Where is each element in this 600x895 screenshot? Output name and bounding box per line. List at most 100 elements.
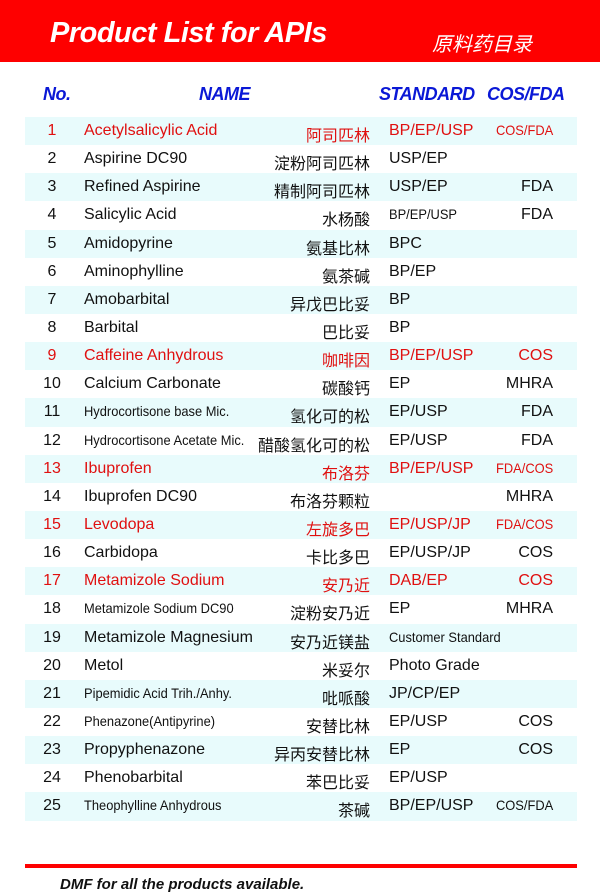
product-name: Acetylsalicylic Acid — [84, 122, 218, 139]
product-cos-fda: COS — [518, 741, 553, 759]
page-title: Product List for APIs — [50, 17, 327, 49]
product-cos-fda: FDA — [521, 431, 553, 449]
product-name-chinese: 茶碱 — [337, 803, 370, 821]
product-standard: BP/EP/USP — [389, 122, 474, 139]
footer-divider — [25, 864, 577, 868]
product-name: Calcium Carbonate — [84, 375, 221, 393]
product-name-chinese: 精制阿司匹林 — [273, 184, 370, 202]
product-name-chinese: 安乃近 — [321, 578, 370, 596]
table-row: 12 Hydrocortisone Acetate Mic. 醋酸氢化可的松 EP/U… — [25, 427, 577, 455]
product-number: 19 — [43, 628, 61, 646]
product-name-chinese: 淀粉安乃近 — [289, 606, 370, 624]
product-name: Metol — [84, 656, 124, 674]
product-standard: JP/CP/EP — [389, 684, 461, 702]
product-name: Amobarbital — [84, 290, 170, 308]
table-row: 22 Phenazone(Antipyrine) 安替比林 EP/USP COS — [25, 708, 577, 736]
product-name-chinese: 咖啡因 — [321, 353, 370, 371]
product-name-chinese: 布洛芬颗粒 — [289, 493, 370, 511]
product-number: 4 — [47, 206, 57, 224]
product-cos-fda: COS/FDA — [495, 122, 553, 138]
product-number: 25 — [43, 797, 61, 815]
table-row: 20 Metol 米妥尔 Photo Grade — [25, 652, 577, 680]
product-standard: BP/EP/USP — [389, 797, 474, 815]
product-standard: BP/EP/USP — [389, 459, 474, 477]
product-cos-fda: MHRA — [505, 375, 553, 393]
table-row: 16 Carbidopa 卡比多巴 EP/USP/JP COS — [25, 539, 577, 567]
table-row: 25 Theophylline Anhydrous 茶碱 BP/EP/USP COS/F… — [25, 792, 577, 821]
product-standard: EP/USP — [389, 769, 448, 787]
product-name-chinese: 卡比多巴 — [305, 550, 370, 568]
product-standard: BP — [389, 290, 411, 308]
product-name: Hydrocortisone Acetate Mic. — [84, 431, 245, 448]
product-table: 1 Acetylsalicylic Acid 阿司匹林 BP/EP/USP COS/FD… — [25, 117, 577, 821]
product-number: 20 — [43, 656, 61, 674]
column-header-no: No. — [43, 84, 71, 104]
product-number: 1 — [47, 122, 57, 139]
product-number: 10 — [43, 375, 61, 393]
column-header-name: NAME — [199, 84, 251, 104]
product-name: Metamizole Sodium DC90 — [84, 600, 234, 617]
table-row: 13 Ibuprofen 布洛芬 BP/EP/USP FDA/COS — [25, 454, 577, 483]
product-cos-fda: MHRA — [505, 600, 553, 618]
table-row: 1 Acetylsalicylic Acid 阿司匹林 BP/EP/USP COS/FD… — [25, 117, 577, 146]
table-row: 17 Metamizole Sodium 安乃近 DAB/EP COS — [25, 567, 577, 596]
table-row: 6 Aminophylline 氨茶碱 BP/EP — [25, 258, 577, 286]
page-title-chinese: 原料药目录 — [432, 34, 532, 56]
product-cos-fda: FDA/COS — [495, 459, 553, 476]
product-name-chinese: 吡哌酸 — [321, 690, 370, 708]
table-row: 14 Ibuprofen DC90 布洛芬颗粒 MHRA — [25, 483, 577, 511]
product-name: Levodopa — [84, 515, 155, 533]
product-standard: USP/EP — [389, 150, 448, 168]
table-row: 10 Calcium Carbonate 碳酸钙 EP MHRA — [25, 370, 577, 398]
product-cos-fda: COS — [518, 544, 553, 562]
product-name-chinese: 米妥尔 — [321, 662, 370, 680]
product-name-chinese: 碳酸钙 — [321, 381, 370, 399]
product-number: 9 — [47, 347, 57, 365]
product-name-chinese: 氨茶碱 — [321, 268, 370, 286]
product-name-chinese: 左旋多巴 — [305, 521, 370, 539]
product-standard: EP/USP — [389, 431, 448, 449]
product-name: Pipemidic Acid Trih./Anhy. — [84, 684, 232, 701]
product-cos-fda: COS — [518, 347, 553, 365]
column-header-standard: STANDARD — [379, 84, 475, 104]
product-number: 11 — [43, 403, 61, 421]
product-name-chinese: 异戊巴比妥 — [289, 296, 370, 314]
product-name-chinese: 安替比林 — [305, 718, 370, 736]
product-standard: BPC — [389, 234, 422, 252]
table-row: 18 Metamizole Sodium DC90 淀粉安乃近 EP MHRA — [25, 595, 577, 623]
table-row: 5 Amidopyrine 氨基比林 BPC — [25, 229, 577, 258]
table-row: 23 Propyphenazone 异丙安替比林 EP COS — [25, 736, 577, 765]
table-row: 3 Refined Aspirine 精制阿司匹林 USP/EP FDA — [25, 173, 577, 202]
product-standard: USP/EP — [389, 178, 448, 196]
product-number: 22 — [43, 712, 61, 730]
table-row: 15 Levodopa 左旋多巴 EP/USP/JP FDA/COS — [25, 510, 577, 540]
column-header-cosfda: COS/FDA — [487, 84, 565, 104]
product-name: Phenobarbital — [84, 769, 183, 787]
product-standard: EP/USP — [389, 403, 448, 421]
product-name: Salicylic Acid — [84, 206, 177, 224]
product-number: 7 — [47, 290, 57, 308]
product-name: Hydrocortisone base Mic. — [84, 403, 230, 420]
product-number: 13 — [43, 459, 61, 477]
product-name-chinese: 淀粉阿司匹林 — [273, 156, 370, 174]
product-standard: Photo Grade — [389, 656, 480, 674]
product-standard: EP/USP — [389, 712, 448, 730]
product-name: Metamizole Sodium — [84, 572, 225, 590]
product-number: 6 — [47, 262, 57, 280]
table-row: 8 Barbital 巴比妥 BP — [25, 314, 577, 342]
product-name: Aminophylline — [84, 262, 184, 280]
product-standard: DAB/EP — [389, 572, 448, 590]
product-standard: EP/USP/JP — [389, 515, 471, 533]
product-cos-fda: FDA — [521, 178, 553, 196]
product-name: Carbidopa — [84, 544, 158, 562]
product-name-chinese: 醋酸氢化可的松 — [257, 437, 370, 455]
product-name-chinese: 巴比妥 — [321, 324, 370, 342]
product-standard: EP — [389, 600, 411, 618]
product-name: Refined Aspirine — [84, 178, 201, 196]
table-row: 11 Hydrocortisone base Mic. 氢化可的松 EP/USP FDA — [25, 398, 577, 427]
product-cos-fda: FDA — [521, 403, 553, 421]
product-name: Theophylline Anhydrous — [84, 797, 222, 814]
table-row: 9 Caffeine Anhydrous 咖啡因 BP/EP/USP COS — [25, 342, 577, 371]
product-number: 5 — [47, 234, 57, 252]
table-row: 4 Salicylic Acid 水杨酸 BP/EP/USP FDA — [25, 201, 577, 229]
